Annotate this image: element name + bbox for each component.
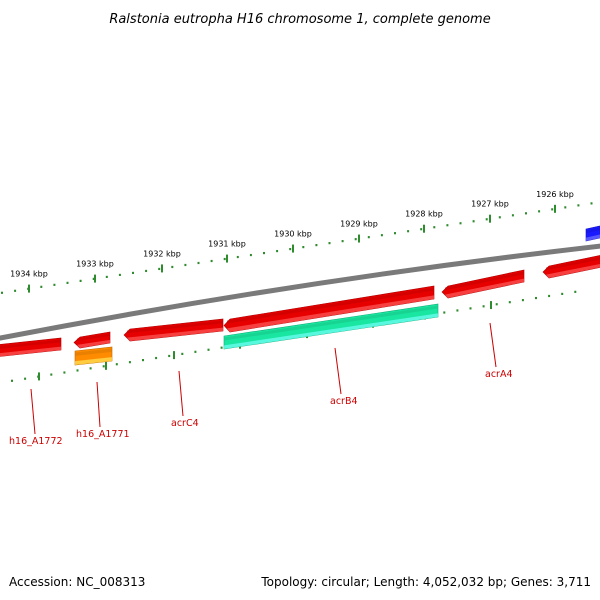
leader-h16-a1771 — [96, 381, 101, 428]
gene-track — [0, 225, 600, 366]
ruler-tick-label: 1926 kbp — [536, 190, 574, 199]
gene-unlabeled-2[interactable] — [74, 346, 113, 366]
gene-highlight — [586, 234, 600, 241]
gene-highlight — [75, 357, 112, 365]
gene-shade — [546, 256, 600, 271]
gene-unlabeled-7[interactable] — [542, 255, 600, 279]
gene-highlight — [445, 278, 524, 298]
gene-highlight — [546, 264, 600, 278]
gene-shade — [127, 320, 223, 334]
ruler-tick-label: 1932 kbp — [143, 249, 181, 258]
gene-unlabeled-8[interactable] — [585, 225, 600, 242]
ruler-tick-label: 1933 kbp — [76, 260, 114, 269]
gene-shade — [227, 287, 434, 324]
leader-acrc4 — [178, 370, 184, 417]
gene-label-h16-a1771[interactable]: h16_A1771 — [76, 429, 130, 440]
ruler-tick-label: 1934 kbp — [10, 270, 48, 279]
gene-h16-a1771[interactable] — [73, 331, 111, 349]
gene-unlabeled-4[interactable] — [223, 285, 435, 333]
chromosome-backbone — [0, 243, 600, 341]
gene-shade — [77, 333, 110, 341]
gene-highlight — [227, 295, 434, 332]
gene-label-h16-a1772[interactable]: h16_A1772 — [9, 436, 63, 447]
ruler-tick-label: 1931 kbp — [208, 240, 246, 249]
leader-acra4 — [489, 322, 497, 368]
gene-shade — [224, 305, 438, 341]
gene-acrb4[interactable] — [223, 303, 439, 350]
gene-highlight — [77, 339, 110, 348]
leader-acrb4 — [334, 347, 342, 395]
gene-shade — [75, 348, 112, 356]
outer-tick-ruler — [1, 202, 593, 294]
map-title: Ralstonia eutropha H16 chromosome 1, com… — [109, 12, 490, 27]
gene-shade — [0, 339, 61, 349]
ruler-tick-label: 1930 kbp — [274, 230, 312, 239]
ruler-tick-label: 1928 kbp — [405, 210, 443, 219]
gene-highlight — [0, 346, 61, 357]
gene-highlight — [224, 313, 438, 349]
ruler-tick-label: 1929 kbp — [340, 220, 378, 229]
gene-label-acrb4[interactable]: acrB4 — [330, 396, 358, 407]
genome-summary-text: Topology: circular; Length: 4,052,032 bp… — [260, 575, 591, 589]
gene-highlight — [127, 327, 223, 341]
gene-acrc4[interactable] — [123, 318, 224, 342]
ruler-labels: 1926 kbp 1927 kbp 1928 kbp 1929 kbp 1930 kbp… — [10, 190, 574, 279]
gene-label-acrc4[interactable]: acrC4 — [171, 418, 199, 429]
gene-label-acra4[interactable]: acrA4 — [485, 369, 513, 380]
gene-labels: h16_A1772 h16_A1771 acrC4 acrB4 acrA4 — [9, 322, 513, 447]
gene-h16-a1772[interactable] — [0, 337, 62, 357]
accession-text: Accession: NC_008313 — [9, 575, 145, 589]
gene-acra4[interactable] — [441, 269, 525, 299]
gene-shade — [445, 271, 524, 291]
gene-shade — [586, 227, 600, 234]
leader-h16-a1772 — [30, 388, 36, 435]
ruler-tick-label: 1927 kbp — [471, 200, 509, 209]
